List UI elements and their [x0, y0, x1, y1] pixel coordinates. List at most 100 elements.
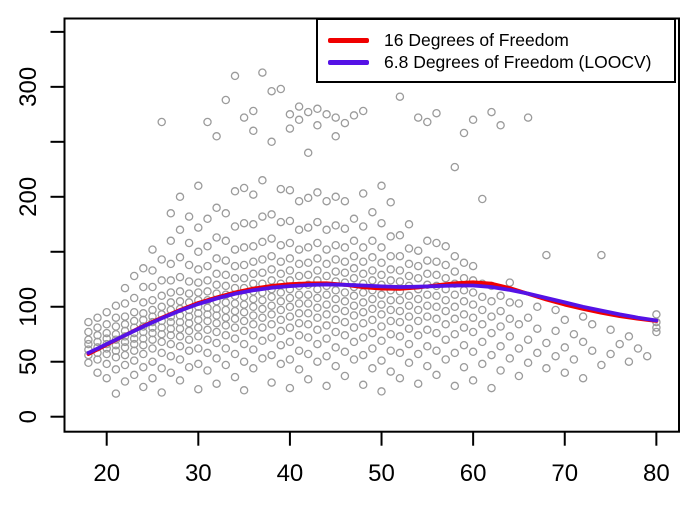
scatter-point [505, 278, 515, 287]
scatter-point [194, 247, 203, 257]
scatter-point [358, 380, 368, 390]
scatter-point [221, 270, 231, 280]
scatter-point [386, 265, 395, 274]
scatter-point [340, 347, 350, 357]
scatter-point [249, 269, 258, 279]
scatter-point [285, 266, 295, 275]
scatter-point [212, 269, 221, 279]
scatter-point [294, 225, 304, 235]
scatter-point [377, 181, 386, 191]
scatter-point [459, 340, 469, 350]
legend-entry-loocv: 6.8 Degrees of Freedom (LOOCV) [328, 52, 651, 73]
scatter-point [386, 329, 395, 339]
scatter-point [203, 261, 212, 271]
scatter-point [285, 302, 295, 312]
scatter-point [221, 305, 231, 315]
scatter-point [404, 312, 414, 321]
scatter-point [258, 323, 267, 332]
scatter-point [368, 276, 377, 285]
scatter-point [111, 301, 121, 310]
scatter-point [377, 300, 386, 309]
scatter-point [120, 299, 130, 308]
scatter-point [294, 331, 304, 340]
scatter-point [84, 317, 93, 327]
scatter-point [358, 189, 368, 198]
scatter-point [423, 290, 432, 299]
scatter-point [413, 305, 423, 315]
scatter-point [496, 342, 505, 351]
scatter-point [221, 209, 231, 218]
scatter-point [505, 332, 515, 341]
scatter-point [606, 325, 615, 335]
scatter-point [139, 382, 148, 392]
scatter-point [166, 259, 176, 269]
scatter-point [194, 278, 203, 287]
scatter-point [111, 365, 121, 374]
scatter-point [313, 121, 322, 130]
scatter-point [496, 322, 505, 331]
scatter-point [303, 333, 313, 342]
legend-label-loocv: 6.8 Degrees of Freedom (LOOCV) [384, 51, 652, 72]
scatter-point [606, 349, 615, 359]
scatter-point [166, 317, 176, 327]
scatter-point [432, 270, 441, 280]
x-tick-label: 80 [643, 460, 670, 487]
scatter-point [349, 311, 359, 320]
scatter-point [423, 301, 432, 310]
scatter-point [340, 331, 350, 340]
scatter-point [313, 238, 322, 248]
scatter-point [478, 359, 487, 369]
scatter-point [157, 302, 166, 312]
scatter-point [294, 115, 304, 125]
scatter-point [203, 335, 212, 344]
scatter-point [258, 212, 267, 221]
scatter-point [432, 257, 441, 266]
scatter-point [395, 348, 405, 358]
scatter-point [230, 306, 240, 316]
scatter-point [377, 356, 386, 365]
scatter-point [368, 294, 377, 304]
scatter-point [221, 281, 231, 291]
scatter-point [212, 203, 221, 213]
scatter-point [249, 242, 258, 251]
scatter-point [560, 343, 570, 352]
scatter-point [303, 290, 313, 299]
scatter-point [377, 243, 386, 252]
scatter-point [303, 107, 313, 117]
scatter-point [413, 261, 423, 271]
scatter-point [349, 337, 359, 347]
scatter-point [386, 251, 395, 261]
scatter-point [276, 359, 286, 369]
x-tick-label: 50 [368, 460, 395, 487]
scatter-point [139, 309, 148, 318]
scatter-point [313, 217, 322, 227]
scatter-point [276, 340, 286, 350]
scatter-point [102, 328, 111, 338]
scatter-point [175, 225, 185, 235]
scatter-point [239, 300, 249, 309]
scatter-point [551, 305, 560, 315]
scatter-point [313, 254, 322, 263]
scatter-point [340, 288, 350, 297]
scatter-point [587, 346, 597, 355]
scatter-point [120, 377, 130, 386]
y-tick-label: 300 [15, 67, 42, 107]
scatter-point [413, 316, 423, 326]
scatter-point [230, 299, 240, 308]
scatter-point [157, 364, 166, 373]
scatter-point [267, 350, 276, 360]
scatter-point [459, 362, 469, 372]
scatter-point [212, 254, 221, 263]
scatter-point [221, 344, 231, 353]
scatter-point [230, 323, 240, 332]
scatter-point [258, 268, 267, 277]
scatter-point [358, 269, 368, 279]
scatter-point [313, 357, 322, 366]
scatter-point [203, 366, 212, 375]
scatter-point [303, 349, 313, 359]
scatter-point [184, 326, 194, 336]
scatter-point [93, 368, 102, 377]
scatter-point [331, 286, 340, 295]
scatter-point [322, 321, 331, 330]
scatter-point [203, 242, 212, 251]
